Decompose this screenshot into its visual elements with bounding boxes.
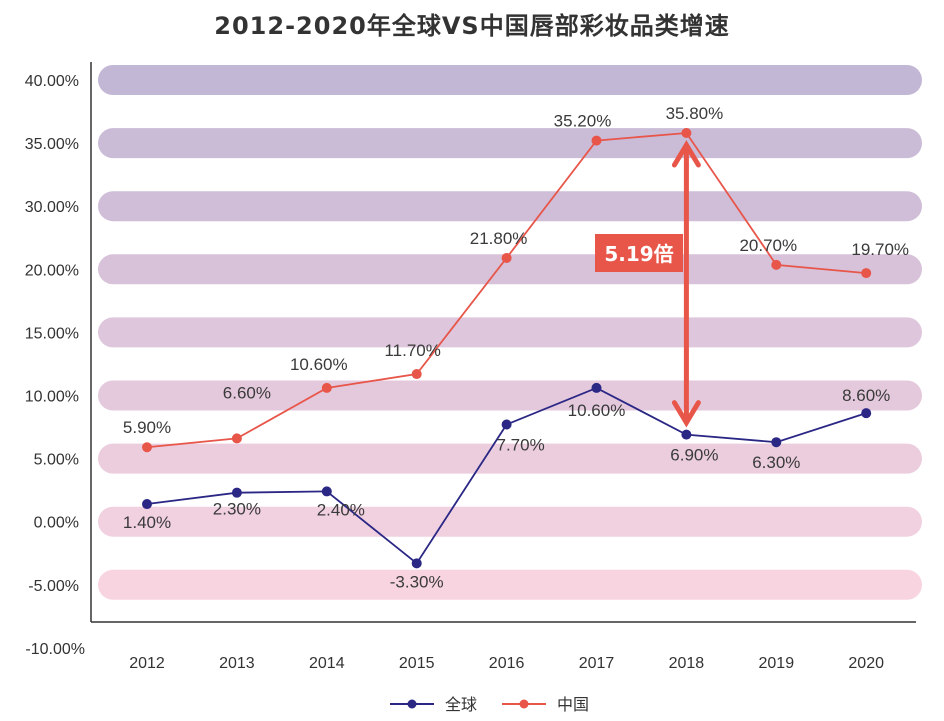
grid-band bbox=[98, 506, 922, 537]
grid-band bbox=[98, 317, 922, 348]
data-label: -3.30% bbox=[390, 572, 444, 591]
y-tick-label: 40.00% bbox=[25, 73, 79, 90]
data-point bbox=[411, 558, 422, 569]
data-point bbox=[501, 419, 512, 430]
chart-title: 2012-2020年全球VS中国唇部彩妆品类增速 bbox=[214, 12, 729, 40]
data-point bbox=[861, 268, 872, 279]
data-point bbox=[321, 486, 332, 497]
data-point bbox=[231, 487, 242, 498]
data-point bbox=[681, 128, 692, 139]
data-point bbox=[771, 437, 782, 448]
data-point bbox=[591, 135, 602, 146]
data-point bbox=[681, 429, 692, 440]
data-label: 35.20% bbox=[554, 112, 612, 131]
data-point bbox=[591, 382, 602, 393]
data-label: 2.40% bbox=[317, 500, 365, 519]
x-tick-label: 2015 bbox=[399, 655, 435, 672]
legend-label: 中国 bbox=[557, 695, 589, 714]
data-label: 2.30% bbox=[213, 500, 261, 519]
grid-band bbox=[98, 443, 922, 474]
data-label: 35.80% bbox=[666, 104, 724, 123]
x-tick-label: 2016 bbox=[489, 655, 525, 672]
x-tick-label: 2013 bbox=[219, 655, 255, 672]
grid-band bbox=[98, 380, 922, 411]
annotation-box bbox=[595, 234, 683, 272]
arrow-head-up-icon bbox=[671, 140, 701, 168]
data-label: 19.70% bbox=[851, 240, 909, 259]
y-tick-label: 35.00% bbox=[25, 136, 79, 153]
data-label: 20.70% bbox=[739, 236, 797, 255]
x-tick-label: 2018 bbox=[669, 655, 705, 672]
data-point bbox=[771, 259, 782, 270]
grid-band bbox=[98, 65, 922, 95]
x-tick-label: 2014 bbox=[309, 655, 345, 672]
y-tick-label: 10.00% bbox=[25, 389, 79, 406]
legend-marker bbox=[407, 699, 417, 709]
x-tick-label: 2017 bbox=[579, 655, 615, 672]
data-point bbox=[142, 499, 152, 510]
legend-marker bbox=[519, 699, 529, 709]
data-point bbox=[861, 408, 872, 419]
data-point bbox=[321, 382, 332, 393]
y-tick-label: 30.00% bbox=[25, 199, 79, 216]
grid-band bbox=[98, 128, 922, 159]
grid-band bbox=[98, 569, 922, 600]
y-tick-label: -10.00% bbox=[25, 641, 85, 658]
data-point bbox=[142, 442, 152, 453]
arrow-head-down-icon bbox=[671, 400, 701, 428]
y-tick-label: 5.00% bbox=[34, 452, 79, 469]
annotation-label: 5.19倍 bbox=[604, 242, 673, 266]
y-tick-label: -5.00% bbox=[28, 578, 79, 595]
data-label: 10.60% bbox=[568, 401, 626, 420]
data-point bbox=[411, 369, 422, 380]
x-tick-label: 2012 bbox=[129, 655, 165, 672]
y-tick-label: 20.00% bbox=[25, 262, 79, 279]
y-tick-label: 15.00% bbox=[25, 325, 79, 342]
data-label: 10.60% bbox=[290, 355, 348, 374]
grid-band bbox=[98, 254, 922, 285]
data-label: 6.60% bbox=[223, 383, 271, 402]
data-label: 11.70% bbox=[384, 341, 440, 360]
series-line-global bbox=[146, 386, 867, 565]
x-tick-label: 2019 bbox=[759, 655, 795, 672]
legend-label: 全球 bbox=[445, 695, 477, 714]
data-label: 8.60% bbox=[842, 386, 890, 405]
y-tick-label: 0.00% bbox=[34, 515, 79, 532]
data-label: 5.90% bbox=[123, 418, 171, 437]
x-tick-label: 2020 bbox=[848, 655, 884, 672]
data-label: 21.80% bbox=[470, 229, 528, 248]
data-point bbox=[231, 433, 242, 444]
data-label: 7.70% bbox=[496, 436, 544, 455]
data-label: 6.30% bbox=[752, 453, 800, 472]
grid-band bbox=[98, 191, 922, 222]
data-point bbox=[501, 252, 512, 263]
data-label: 6.90% bbox=[670, 446, 718, 465]
data-label: 1.40% bbox=[123, 513, 171, 532]
